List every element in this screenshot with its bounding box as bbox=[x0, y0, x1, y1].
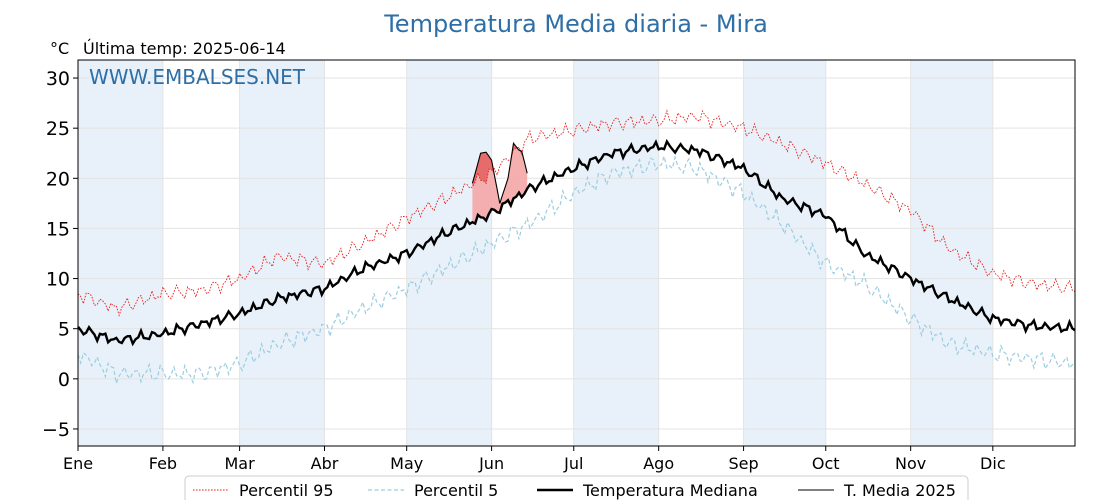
month-band bbox=[573, 60, 659, 446]
month-band bbox=[743, 60, 826, 446]
legend-label: Percentil 5 bbox=[414, 481, 498, 500]
y-tick-label: 10 bbox=[46, 269, 70, 291]
x-tick-label: Sep bbox=[729, 454, 759, 473]
x-tick-label: Oct bbox=[812, 454, 840, 473]
y-tick-label: 5 bbox=[58, 319, 70, 341]
x-tick-label: Feb bbox=[149, 454, 177, 473]
series-line-percentil-5 bbox=[77, 154, 1076, 386]
month-band bbox=[406, 60, 492, 446]
series-line-t-media-2025 bbox=[471, 141, 528, 204]
x-tick-label: Ene bbox=[63, 454, 93, 473]
watermark: WWW.EMBALSES.NET bbox=[89, 65, 306, 89]
x-tick-label: Ago bbox=[643, 454, 674, 473]
legend-label: T. Media 2025 bbox=[843, 481, 956, 500]
y-tick-label: 0 bbox=[58, 369, 70, 391]
x-tick-label: Jul bbox=[563, 454, 583, 473]
y-unit-label: °C bbox=[50, 39, 69, 58]
y-tick-label: 25 bbox=[46, 118, 70, 140]
month-band bbox=[239, 60, 325, 446]
y-axis: −5 0 5 10 15 20 25 30 bbox=[42, 68, 78, 441]
y-tick-label: 20 bbox=[46, 168, 70, 190]
series-line-temperatura-mediana bbox=[77, 138, 1076, 347]
last-temp-label: Última temp: 2025-06-14 bbox=[83, 39, 286, 58]
y-tick-label: 30 bbox=[46, 68, 70, 90]
x-axis: Ene Feb Mar Abr May Jun Jul Ago Sep Oct Nov Dic bbox=[63, 446, 1006, 473]
x-tick-label: Jun bbox=[478, 454, 504, 473]
legend-label: Temperatura Mediana bbox=[582, 481, 758, 500]
x-tick-label: Nov bbox=[895, 454, 926, 473]
x-tick-label: May bbox=[390, 454, 423, 473]
x-tick-label: Mar bbox=[225, 454, 256, 473]
legend-label: Percentil 95 bbox=[239, 481, 334, 500]
series-line-percentil-95 bbox=[77, 109, 1076, 317]
legend-box bbox=[184, 475, 969, 500]
plot-frame bbox=[77, 59, 1076, 447]
x-tick-label: Dic bbox=[980, 454, 1006, 473]
x-tick-label: Abr bbox=[311, 454, 339, 473]
month-band bbox=[78, 60, 163, 446]
series-lines bbox=[77, 109, 1076, 386]
legend: Percentil 95 Percentil 5 Temperatura Media… bbox=[184, 475, 969, 500]
above-p95-fill bbox=[472, 143, 528, 204]
chart-title: Temperatura Media diaria - Mira bbox=[383, 10, 768, 38]
y-tick-label: −5 bbox=[42, 419, 70, 441]
month-bands bbox=[78, 60, 993, 446]
y-tick-label: 15 bbox=[46, 218, 70, 240]
above-percentile-fill bbox=[472, 143, 528, 224]
month-band bbox=[910, 60, 993, 446]
